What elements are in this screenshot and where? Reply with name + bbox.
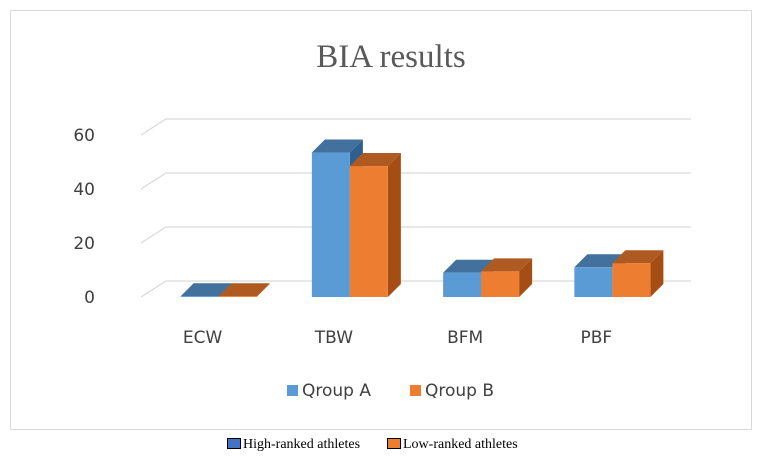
bar: [481, 258, 533, 297]
bar-side: [256, 283, 270, 297]
bar-front: [218, 296, 257, 297]
high-ranked-label: High-ranked athletes: [243, 437, 361, 452]
y-tick-label: 60: [73, 126, 95, 146]
category-label: BFM: [447, 328, 483, 348]
bar-front: [311, 152, 350, 297]
y-axis-ticks: 0 20 40 60: [73, 126, 95, 308]
bar: [218, 283, 270, 297]
legend-label: Qroup B: [425, 381, 494, 401]
chart-title: BIA results: [316, 39, 465, 75]
low-ranked-swatch: [387, 438, 401, 449]
bar-chart: BIA results 0 20 40 60 ECW TBW BFM PBF Qroup A…: [73, 39, 691, 401]
category-label: ECW: [183, 328, 223, 348]
category-label: PBF: [581, 328, 613, 348]
y-tick-label: 20: [73, 234, 95, 254]
bar: [349, 153, 401, 297]
chart-frame: BIA results 0 20 40 60 ECW TBW BFM PBF Qroup A…: [10, 10, 752, 430]
bar-side: [387, 153, 401, 297]
category-labels: ECW TBW BFM PBF: [183, 328, 612, 348]
bar-front: [443, 272, 482, 297]
legend-swatch: [410, 385, 421, 396]
low-ranked-label: Low-ranked athletes: [403, 437, 518, 452]
bar-top: [443, 259, 495, 273]
bar-side: [650, 250, 664, 297]
figure-caption-legend: High-ranked athletes Low-ranked athletes: [0, 434, 757, 458]
bar-top: [311, 139, 363, 153]
y-tick-label: 0: [84, 288, 95, 308]
legend-swatch: [287, 385, 298, 396]
bar-top: [481, 258, 533, 272]
bar-front: [180, 296, 219, 297]
bar-top: [612, 250, 664, 264]
bar-front: [574, 267, 613, 297]
gridline: [140, 226, 691, 244]
high-ranked-swatch: [227, 438, 241, 449]
bar-side: [519, 258, 533, 297]
bar-front: [481, 271, 520, 297]
bar-front: [612, 263, 651, 297]
bar-front: [349, 166, 388, 297]
bar-top: [349, 153, 401, 167]
y-tick-label: 40: [73, 180, 95, 200]
category-label: TBW: [314, 328, 353, 348]
bar-top: [218, 283, 270, 297]
gridline: [140, 118, 691, 136]
bar: [612, 250, 664, 297]
legend-label: Qroup A: [302, 381, 371, 401]
legend: Qroup A Qroup B: [287, 381, 494, 401]
bar-layer: [180, 139, 664, 297]
bar-top: [180, 283, 232, 297]
gridline: [140, 172, 691, 190]
